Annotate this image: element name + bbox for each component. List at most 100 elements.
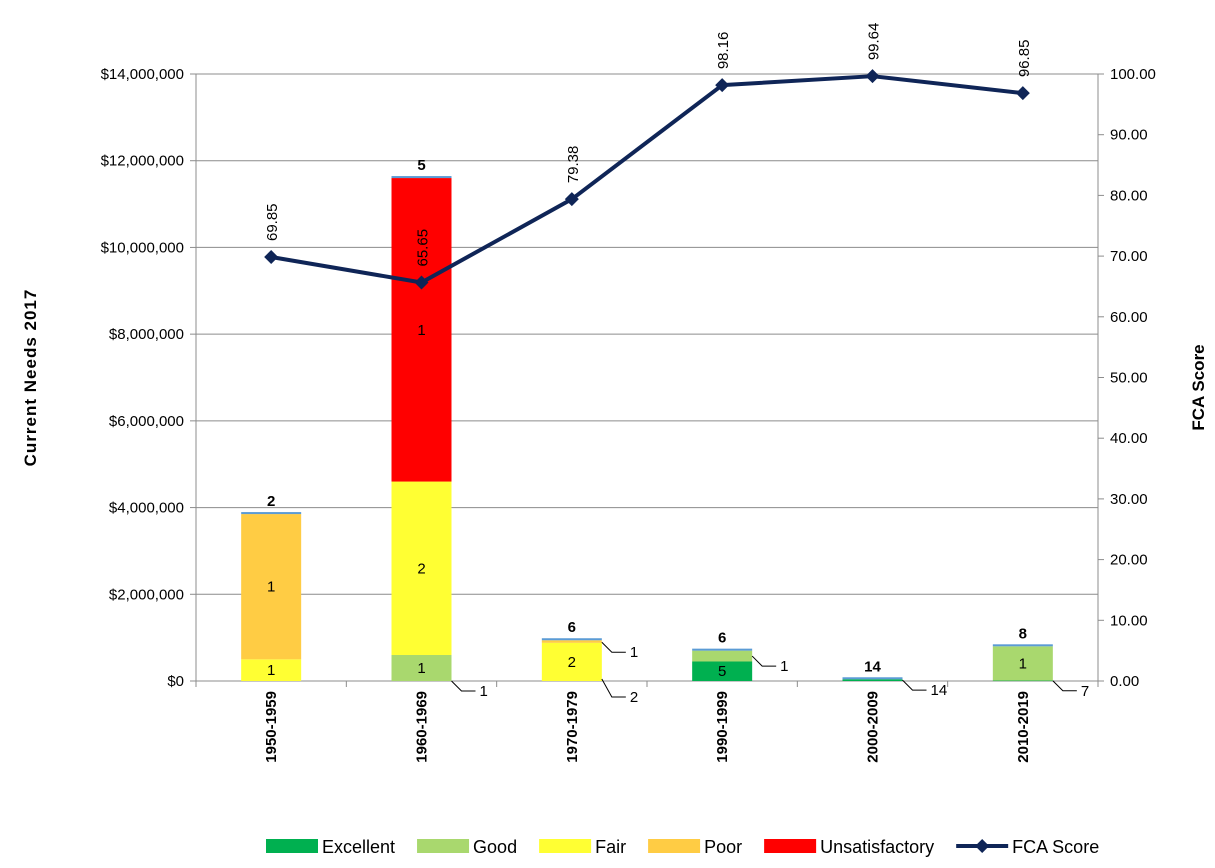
y-tick-label: $8,000,000 (109, 326, 184, 343)
x-tick-label: 1970-1979 (564, 691, 581, 763)
fca-score-label: 69.85 (264, 203, 281, 241)
y2-tick-label: 40.00 (1110, 430, 1148, 447)
y-tick-label: $10,000,000 (101, 239, 184, 256)
segment-label: 1 (417, 660, 425, 677)
segment-label: 2 (417, 560, 425, 577)
y2-tick-label: 80.00 (1110, 187, 1148, 204)
segment-label: 2 (568, 654, 576, 671)
legend: Excellent Good Fair Poor Unsatisfactory FCA S… (266, 837, 1099, 857)
callout-leader (601, 678, 626, 698)
fca-score-label: 99.64 (866, 23, 883, 61)
bar-segment-good (692, 650, 753, 662)
y-tick-label: $0 (167, 673, 184, 690)
bar-segment-good (992, 646, 1053, 681)
legend-swatch-fair (539, 839, 592, 853)
bar-segment-fair (541, 642, 602, 681)
bar-total-label: 8 (1019, 625, 1027, 642)
x-tick-label: 1990-1999 (714, 691, 731, 763)
bar-segment-fair (241, 659, 302, 681)
legend-swatch-excellent (266, 839, 318, 853)
fca-score-label: 96.85 (1016, 40, 1033, 78)
y2-axis-title: FCA Score (1189, 344, 1208, 430)
segment-label: 5 (718, 663, 726, 680)
fca-score-marker (264, 250, 279, 265)
bar-total-label: 14 (864, 658, 881, 675)
segment-label: 1 (417, 322, 425, 339)
callout-label: 1 (780, 658, 788, 675)
bar-segment-unsatisfactory (391, 178, 452, 482)
bar-total-label: 6 (568, 619, 576, 636)
callout-label: 14 (931, 682, 948, 699)
y2-tick-label: 60.00 (1110, 309, 1148, 326)
bar-cap (842, 677, 903, 680)
bar-cap (541, 638, 602, 641)
bar-total-label: 2 (267, 493, 275, 510)
fca-score-line (270, 74, 1024, 285)
fca-score-marker (715, 78, 730, 93)
bar-cap (692, 648, 753, 651)
callout-leader (601, 641, 626, 653)
fca-score-label: 79.38 (565, 146, 582, 184)
bar-segment-good (391, 654, 452, 681)
y2-tick-label: 90.00 (1110, 127, 1148, 144)
data-labels: 1 1 1 2 1 2 5 1 1 2 1 1 14 7 2 5 6 6 14 8 (267, 157, 1089, 706)
x-tick-label: 2000-2009 (865, 691, 882, 763)
legend-label: Excellent (322, 837, 395, 857)
bar-cap (241, 512, 302, 515)
y-tick-label: $4,000,000 (109, 500, 184, 517)
legend-swatch-good (417, 839, 470, 853)
legend-label: Good (473, 837, 517, 857)
segment-label: 1 (267, 579, 275, 596)
y-tick-label: $14,000,000 (101, 66, 184, 83)
legend-label: Fair (595, 837, 626, 857)
bar-segment-excellent (842, 679, 903, 681)
legend-marker-fca-score (975, 839, 990, 853)
axes: $0 $2,000,000 $4,000,000 $6,000,000 $8,000,0… (21, 66, 1208, 763)
x-tick-label: 1950-1959 (263, 691, 280, 763)
y2-tick-label: 70.00 (1110, 248, 1148, 265)
fca-score-marker (564, 192, 579, 207)
y-tick-label: $6,000,000 (109, 413, 184, 430)
legend-label: FCA Score (1012, 837, 1099, 857)
y2-tick-label: 20.00 (1110, 552, 1148, 569)
bar-cap (391, 176, 452, 179)
fca-line: 69.85 65.65 79.38 98.16 99.64 96.85 (264, 23, 1033, 290)
segment-label: 1 (1019, 655, 1027, 672)
fca-score-marker (1015, 86, 1030, 101)
bar-total-label: 5 (417, 157, 425, 174)
fca-score-label: 65.65 (415, 229, 432, 267)
bars (241, 176, 1053, 682)
callout-label: 2 (630, 689, 638, 706)
fca-score-marker (865, 69, 880, 84)
callout-label: 1 (630, 644, 638, 661)
legend-swatch-unsatisfactory (764, 839, 817, 853)
legend-label: Unsatisfactory (820, 837, 934, 857)
callout-leader (1052, 680, 1077, 692)
legend-swatch-poor (648, 839, 701, 853)
y2-tick-label: 0.00 (1110, 673, 1139, 690)
bar-segment-poor (541, 640, 602, 643)
callout-leader (751, 655, 777, 667)
y2-tick-label: 30.00 (1110, 491, 1148, 508)
bar-segment-fair (391, 481, 452, 655)
y2-tick-label: 50.00 (1110, 370, 1148, 387)
bar-segment-excellent (692, 661, 753, 681)
gridlines (196, 73, 1098, 682)
y2-tick-label: 100.00 (1110, 66, 1156, 83)
callout-leader (451, 680, 476, 692)
bar-segment-excellent (992, 680, 1053, 682)
y-tick-label: $12,000,000 (101, 153, 184, 170)
fca-score-marker (414, 275, 429, 290)
callout-leader (902, 679, 927, 691)
x-tick-label: 2010-2019 (1015, 691, 1032, 763)
legend-label: Poor (704, 837, 742, 857)
fca-score-label: 98.16 (715, 32, 732, 70)
callout-label: 1 (480, 683, 488, 700)
y2-tick-label: 10.00 (1110, 612, 1148, 629)
callout-label: 7 (1081, 683, 1089, 700)
bar-total-label: 6 (718, 630, 726, 647)
segment-label: 1 (267, 662, 275, 679)
bar-cap (992, 644, 1053, 647)
